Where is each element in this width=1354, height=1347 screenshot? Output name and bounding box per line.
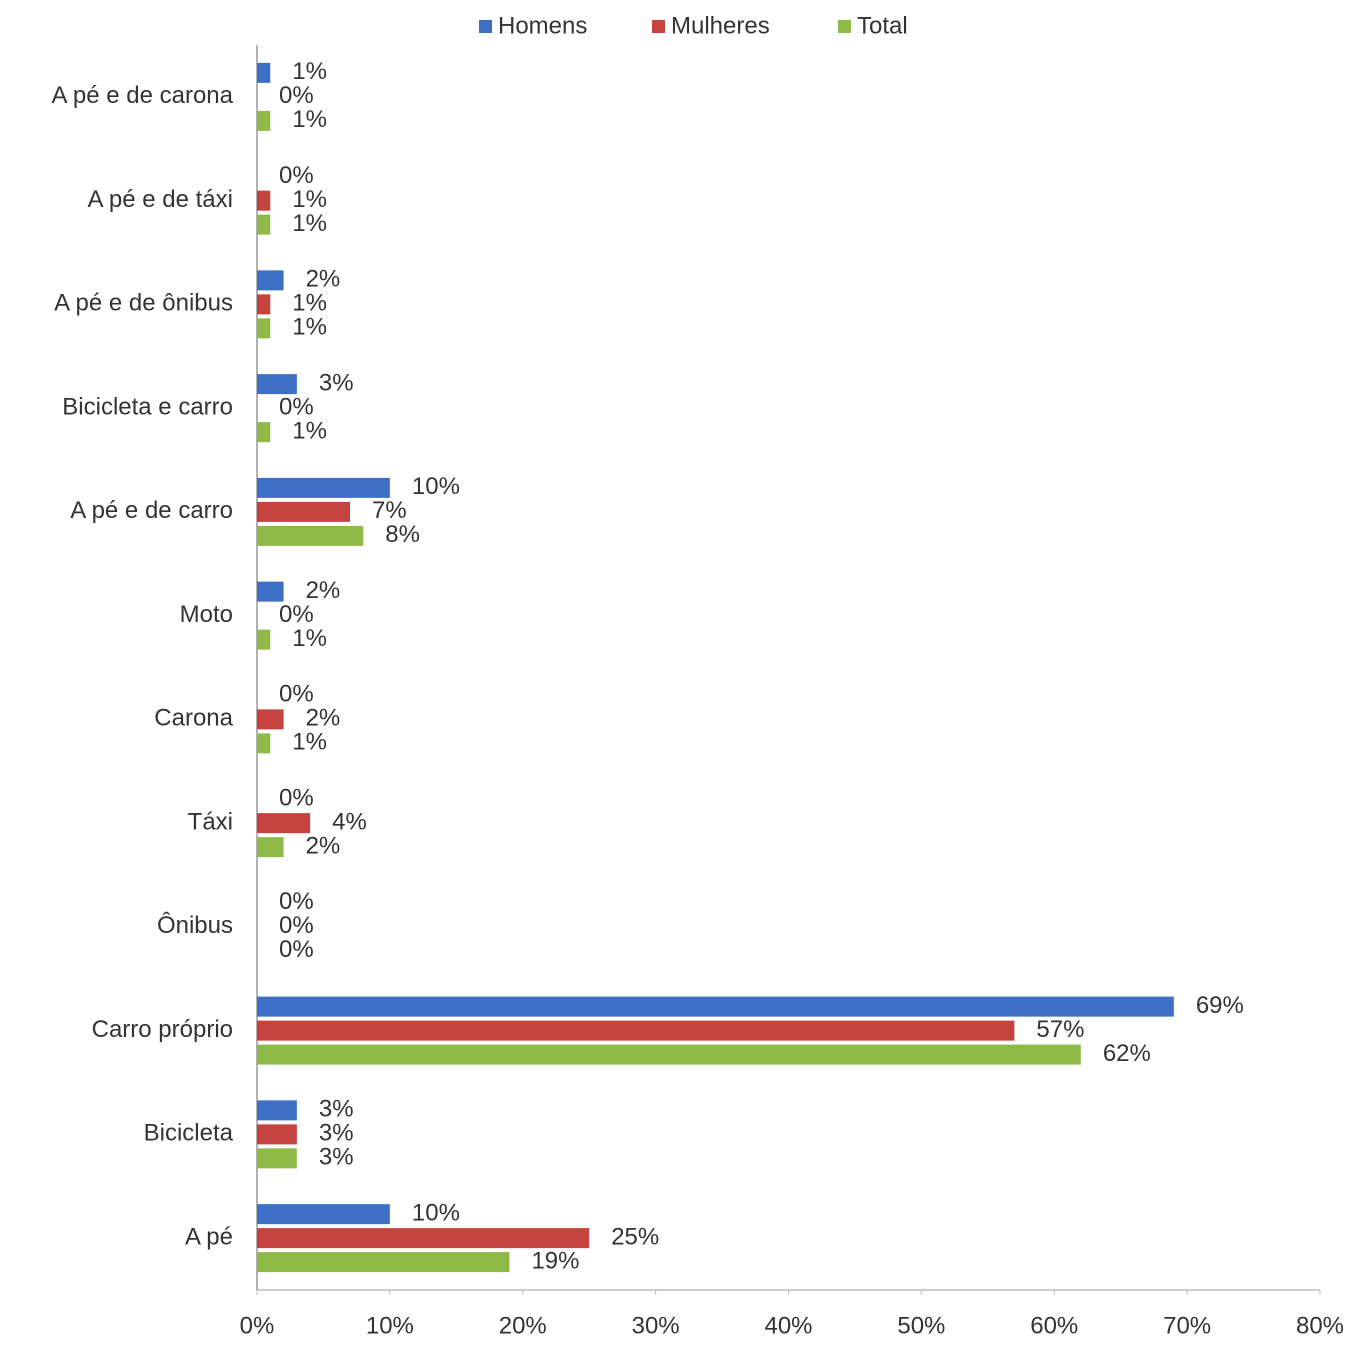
bar — [257, 581, 284, 602]
bar — [257, 422, 271, 443]
bar — [257, 837, 284, 858]
legend-label: Mulheres — [671, 12, 770, 39]
legend-swatch — [479, 20, 492, 33]
data-label: 8% — [385, 521, 420, 548]
bar — [257, 190, 271, 211]
data-label: 62% — [1103, 1040, 1151, 1067]
y-tick-label: Bicicleta — [144, 1120, 234, 1147]
data-label: 69% — [1196, 992, 1244, 1019]
bar — [257, 733, 271, 754]
data-label: 0% — [279, 912, 314, 939]
bar — [257, 374, 297, 395]
data-label: 1% — [292, 625, 327, 652]
bar — [257, 1044, 1081, 1065]
data-label: 0% — [279, 681, 314, 708]
y-tick-label: Carro próprio — [92, 1016, 233, 1043]
bar — [257, 110, 271, 131]
data-label: 57% — [1036, 1016, 1084, 1043]
bar — [257, 477, 390, 498]
bar — [257, 1100, 297, 1121]
x-tick-label: 0% — [240, 1312, 275, 1339]
x-tick-label: 20% — [499, 1312, 547, 1339]
bar — [257, 1228, 590, 1249]
data-label: 2% — [306, 832, 341, 859]
y-tick-label: Moto — [180, 601, 233, 628]
x-tick-label: 80% — [1296, 1312, 1344, 1339]
data-label: 2% — [306, 266, 341, 293]
data-label: 1% — [292, 314, 327, 341]
legend-label: Homens — [498, 12, 587, 39]
y-tick-label: A pé e de ônibus — [54, 290, 233, 317]
bar — [257, 214, 271, 235]
data-label: 0% — [279, 82, 314, 109]
data-label: 7% — [372, 497, 407, 524]
x-tick-label: 70% — [1163, 1312, 1211, 1339]
data-label: 2% — [306, 705, 341, 732]
data-label: 1% — [292, 417, 327, 444]
bar — [257, 1252, 510, 1273]
data-label: 0% — [279, 888, 314, 915]
bar — [257, 501, 351, 522]
bar — [257, 709, 284, 730]
data-label: 3% — [319, 1144, 354, 1171]
y-tick-label: Ônibus — [157, 911, 233, 939]
data-label: 0% — [279, 601, 314, 628]
legend-label: Total — [857, 12, 908, 39]
x-tick-label: 60% — [1030, 1312, 1078, 1339]
bar — [257, 1020, 1015, 1041]
x-tick-label: 30% — [632, 1312, 680, 1339]
legend-swatch — [838, 20, 851, 33]
y-tick-label: Bicicleta e carro — [62, 393, 233, 420]
y-tick-label: A pé e de carona — [52, 82, 234, 109]
y-tick-label: A pé e de táxi — [88, 186, 233, 213]
bar — [257, 1204, 390, 1225]
data-label: 3% — [319, 369, 354, 396]
bar — [257, 318, 271, 339]
data-label: 10% — [412, 1199, 460, 1226]
x-tick-label: 40% — [764, 1312, 812, 1339]
y-tick-label: A pé — [185, 1223, 233, 1250]
data-label: 0% — [279, 936, 314, 963]
data-label: 1% — [292, 210, 327, 237]
data-label: 0% — [279, 162, 314, 189]
data-label: 0% — [279, 393, 314, 420]
data-label: 1% — [292, 58, 327, 85]
y-tick-label: Carona — [154, 705, 233, 732]
data-label: 2% — [306, 577, 341, 604]
bar — [257, 813, 311, 834]
data-label: 10% — [412, 473, 460, 500]
x-tick-label: 10% — [366, 1312, 414, 1339]
bar — [257, 525, 364, 546]
bar — [257, 996, 1174, 1017]
bar — [257, 62, 271, 83]
data-label: 1% — [292, 186, 327, 213]
legend-swatch — [652, 20, 665, 33]
data-label: 0% — [279, 784, 314, 811]
bar — [257, 294, 271, 315]
data-label: 19% — [531, 1247, 579, 1274]
data-label: 4% — [332, 808, 367, 835]
data-label: 1% — [292, 106, 327, 133]
x-tick-label: 50% — [897, 1312, 945, 1339]
bar — [257, 1124, 297, 1145]
y-tick-label: Táxi — [188, 808, 233, 835]
data-label: 3% — [319, 1096, 354, 1123]
data-label: 1% — [292, 290, 327, 317]
data-label: 25% — [611, 1223, 659, 1250]
data-label: 3% — [319, 1120, 354, 1147]
y-tick-label: A pé e de carro — [70, 497, 233, 524]
bar — [257, 270, 284, 291]
data-label: 1% — [292, 729, 327, 756]
bar — [257, 629, 271, 650]
bar — [257, 1148, 297, 1169]
